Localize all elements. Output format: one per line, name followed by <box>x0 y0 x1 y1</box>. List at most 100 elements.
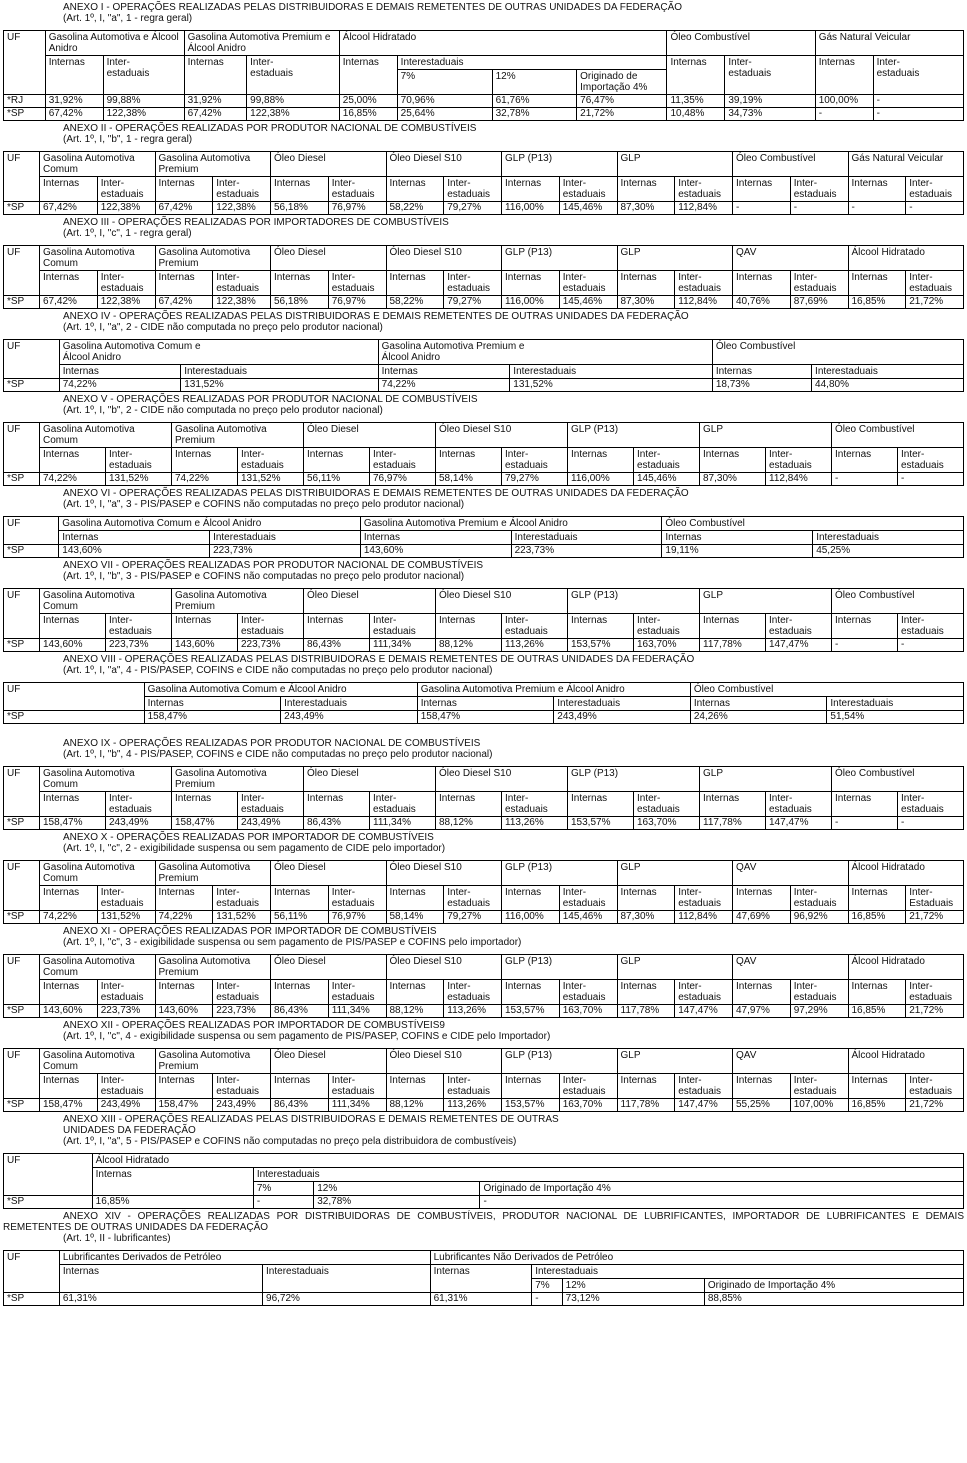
column-header: Interestaduais <box>812 530 964 545</box>
rate-cell: 87,30% <box>616 910 676 924</box>
column-header: Inter- estaduais <box>443 979 502 1005</box>
annex-title: ANEXO IV - OPERAÇÕES REALIZADAS PELAS DI… <box>63 311 689 322</box>
rate-cell: 74,22% <box>154 910 214 924</box>
rate-cell: 21,72% <box>905 910 964 924</box>
rate-cell: 131,52% <box>237 472 304 486</box>
column-header: Inter- estaduais <box>674 885 733 911</box>
annex-iv: ANEXO IV - OPERAÇÕES REALIZADAS PELAS DI… <box>3 311 965 392</box>
header-row: Internas Inter- estaduais Internas Inter- e… <box>4 791 964 817</box>
column-header: Inter- estaduais <box>633 613 700 639</box>
annex-v: ANEXO V - OPERAÇÕES REALIZADAS POR PRODU… <box>3 394 964 486</box>
column-header: Inter- estaduais <box>789 979 849 1005</box>
column-header: Inter- estaduais <box>96 979 156 1005</box>
rate-cell: 153,57% <box>501 1004 560 1018</box>
column-header: Internas <box>501 885 560 911</box>
column-header: Gasolina Automotiva Comum <box>39 245 156 271</box>
column-header: Internas <box>831 447 898 473</box>
column-header: Internas <box>689 696 828 711</box>
rate-cell: 61,76% <box>491 94 578 108</box>
column-header: Inter- estaduais <box>443 270 502 296</box>
column-header: Internas <box>270 270 329 296</box>
column-header: 7% <box>531 1278 563 1293</box>
rate-cell: 79,27% <box>501 472 568 486</box>
rate-cell: 131,52% <box>180 378 379 392</box>
header-row: UF Gasolina Automotiva Comum Gasolina Auto… <box>3 588 964 639</box>
column-header: Internas <box>567 791 634 817</box>
column-header: Inter- estaduais <box>327 270 387 296</box>
rate-cell: 25,00% <box>338 94 398 108</box>
column-header: Internas <box>732 176 791 202</box>
column-header: UF <box>3 1048 40 1099</box>
column-header: Internas <box>154 979 214 1005</box>
rate-cell: - <box>872 107 965 121</box>
header-row: Internas Inter- estaduais Internas Inter- e… <box>4 55 965 95</box>
column-header: Interestaduais <box>262 1264 431 1293</box>
column-header: Álcool Hidratado <box>847 245 964 271</box>
annex-title: ANEXO XII - OPERAÇÕES REALIZADAS POR IMP… <box>63 1020 445 1031</box>
column-header: Inter- estaduais <box>96 176 156 202</box>
rate-cell: 76,97% <box>327 201 387 215</box>
column-header: Óleo Diesel S10 <box>385 1048 502 1074</box>
rate-cell: 223,73% <box>510 544 663 558</box>
rate-cell: 76,97% <box>369 472 436 486</box>
rate-cell: 24,26% <box>689 710 828 724</box>
column-header: Internas <box>416 696 555 711</box>
rate-cell: 67,42% <box>154 201 214 215</box>
column-header: Internas <box>567 447 634 473</box>
column-header: UF <box>3 1250 60 1293</box>
rate-cell: 88,12% <box>435 638 502 652</box>
column-header: Internas <box>699 447 766 473</box>
header-row: UF Gasolina Automotiva Comum e Álcool Ani… <box>3 339 965 379</box>
column-header: Gasolina Automotiva Premium e Álcool Ani… <box>377 339 713 365</box>
column-header: Inter- estaduais <box>369 791 436 817</box>
rate-cell: - <box>897 472 964 486</box>
header-row: UF Gasolina Automotiva e Álcool Anidro Gas… <box>3 30 965 95</box>
rate-cell: 74,22% <box>39 472 106 486</box>
header-row: Internas Inter- estaduais Internas Inter- e… <box>4 176 964 202</box>
rate-cell: 32,78% <box>313 1195 481 1209</box>
annex-subtitle: (Art. 1º, I, "a", 2 - CIDE não computada… <box>63 322 383 333</box>
column-header: Gasolina Automotiva Premium <box>154 151 271 177</box>
column-header: Internas <box>303 447 370 473</box>
rate-cell: 76,47% <box>576 94 668 108</box>
rate-table: UF Gasolina Automotiva Comum e Álcool Ani… <box>3 339 965 392</box>
column-header: Inter- estaduais <box>327 176 387 202</box>
column-header: Gasolina Automotiva e Álcool Anidro <box>44 30 185 56</box>
column-header: QAV <box>732 860 849 886</box>
rate-table: UF Lubrificantes Derivados de Petróleo Lub… <box>3 1250 965 1306</box>
header-row: 7% 12% Originado de Importação 4% <box>4 1181 964 1196</box>
document: ANEXO I - OPERAÇÕES REALIZADAS PELAS DIS… <box>0 2 967 1306</box>
rate-table: UF Gasolina Automotiva Comum Gasolina Auto… <box>3 245 964 309</box>
rate-cell: 88,85% <box>703 1292 965 1306</box>
rate-cell: 243,49% <box>96 1098 156 1112</box>
rate-cell: 117,78% <box>616 1004 676 1018</box>
annex-title: ANEXO VIII - OPERAÇÕES REALIZADAS PELAS … <box>63 654 695 665</box>
column-header: Gasolina Automotiva Premium <box>154 245 271 271</box>
uf-cell: *RJ <box>3 94 46 108</box>
rate-cell: - <box>789 201 849 215</box>
column-header: Álcool Hidratado <box>847 1048 964 1074</box>
column-header: Internas <box>814 55 874 95</box>
column-header: Internas <box>385 979 445 1005</box>
annex-title: ANEXO XI - OPERAÇÕES REALIZADAS POR IMPO… <box>63 926 437 937</box>
column-header: Internas <box>501 1073 560 1099</box>
table-row: *SP 158,47% 243,49% 158,47% 243,49% 24,26% 51,… <box>3 710 964 724</box>
rate-cell: 117,78% <box>699 816 766 830</box>
column-header: Internas <box>847 1073 907 1099</box>
rate-cell: 143,60% <box>39 1004 98 1018</box>
column-header: Internas <box>143 696 282 711</box>
rate-cell: 223,73% <box>96 1004 156 1018</box>
column-header: Internas <box>661 530 814 545</box>
rate-cell: 158,47% <box>143 710 282 724</box>
rate-cell: 145,46% <box>558 295 618 309</box>
rate-cell: 58,14% <box>435 472 502 486</box>
rate-cell: 96,92% <box>789 910 849 924</box>
column-header: UF <box>3 245 40 296</box>
rate-cell: 10,48% <box>666 107 726 121</box>
annex-subtitle: (Art. 1º, I, "b", 3 - PIS/PASEP e COFINS… <box>63 571 465 582</box>
column-header: Inter- estaduais <box>237 447 304 473</box>
rate-cell: 116,00% <box>567 472 634 486</box>
column-header: Inter- estaduais <box>905 1073 964 1099</box>
annex-ix: ANEXO IX - OPERAÇÕES REALIZADAS POR PROD… <box>3 724 964 830</box>
uf-cell: *SP <box>3 472 40 486</box>
